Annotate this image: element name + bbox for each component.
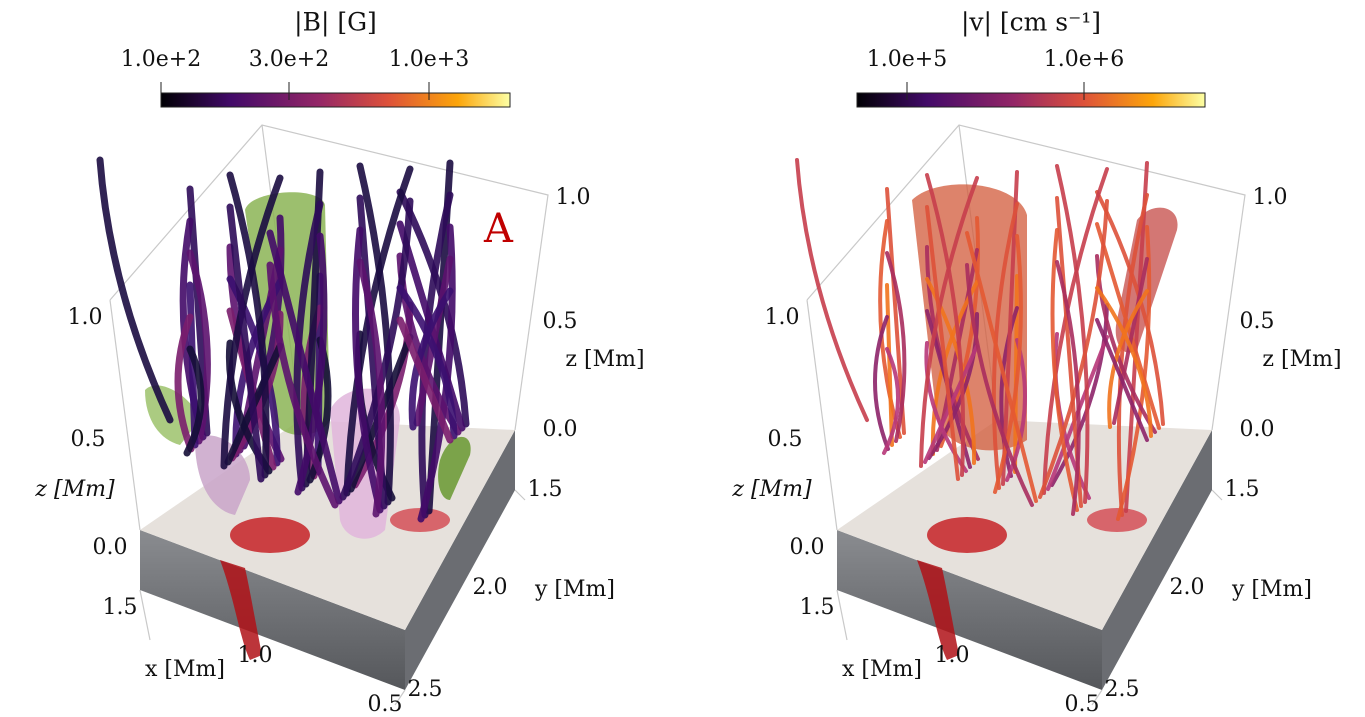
z-tick-label: 1.0 — [68, 305, 103, 330]
annotation: A — [483, 206, 514, 252]
z-axis-label: z [Mm] — [565, 347, 644, 372]
z-tick-label: 0.0 — [790, 535, 825, 560]
z-tick-label: 1.0 — [1253, 185, 1288, 210]
z-tick-label: 0.5 — [71, 427, 106, 452]
colorbar-tick-label: 3.0e+2 — [249, 47, 329, 72]
x-tick-label: 1.5 — [800, 595, 835, 620]
colorbar-title: |v| [cm s⁻¹] — [961, 8, 1101, 38]
x-tick-label: 1.0 — [935, 643, 970, 668]
y-tick-label: 2.0 — [473, 575, 508, 600]
panel: 1.0 0.5 0.0 z [Mm] 1.0 0.5 0.0 z [Mm] 1.5 2.0 2.5 y… — [731, 125, 1341, 717]
y-tick-label: 1.5 — [528, 477, 563, 502]
colorbar-tick-label: 1.0e+6 — [1044, 47, 1124, 72]
x-tick-label: 1.0 — [238, 643, 273, 668]
z-tick-label: 0.5 — [768, 427, 803, 452]
y-tick-label: 2.5 — [408, 677, 443, 702]
x-axis-label: x [Mm] — [842, 657, 922, 682]
z-tick-label: 0.0 — [1240, 417, 1275, 442]
colorbar-tick-label: 1.0e+2 — [121, 47, 201, 72]
field-line — [797, 160, 867, 420]
z-axis-label: z [Mm] — [34, 477, 115, 502]
colorbar-title: |B| [G] — [294, 8, 377, 38]
x-tick-label: 1.5 — [103, 595, 138, 620]
colorbar — [857, 93, 1205, 107]
y-tick-label: 2.5 — [1105, 677, 1140, 702]
intergranular-lane — [927, 517, 1007, 553]
z-tick-label: 1.0 — [765, 305, 800, 330]
z-tick-label: 1.0 — [556, 185, 591, 210]
y-tick-label: 2.0 — [1170, 575, 1205, 600]
y-tick-label: 1.5 — [1225, 477, 1260, 502]
colorbar — [161, 93, 510, 107]
y-axis-label: y [Mm] — [534, 577, 615, 602]
field-line — [100, 160, 170, 420]
x-tick-label: 0.5 — [368, 692, 403, 717]
colorbar-tick-label: 1.0e+5 — [867, 47, 947, 72]
figure: A 1.0 0.5 0.0 z [Mm] 1.0 0.5 0.0 z [Mm] 1.5 2.0 2.5… — [0, 0, 1365, 717]
x-axis-label: x [Mm] — [145, 657, 225, 682]
intergranular-lane — [230, 517, 310, 553]
z-tick-label: 0.0 — [93, 535, 128, 560]
z-tick-label: 0.0 — [543, 417, 578, 442]
z-axis-label: z [Mm] — [731, 477, 812, 502]
z-tick-label: 0.5 — [1240, 309, 1275, 334]
z-axis-label: z [Mm] — [1262, 347, 1341, 372]
z-tick-label: 0.5 — [543, 309, 578, 334]
colorbar-tick-label: 1.0e+3 — [389, 47, 469, 72]
x-tick-label: 0.5 — [1065, 692, 1100, 717]
panel: A 1.0 0.5 0.0 z [Mm] 1.0 0.5 0.0 z [Mm] 1.5 2.0 2.5… — [34, 125, 644, 717]
y-axis-label: y [Mm] — [1231, 577, 1312, 602]
